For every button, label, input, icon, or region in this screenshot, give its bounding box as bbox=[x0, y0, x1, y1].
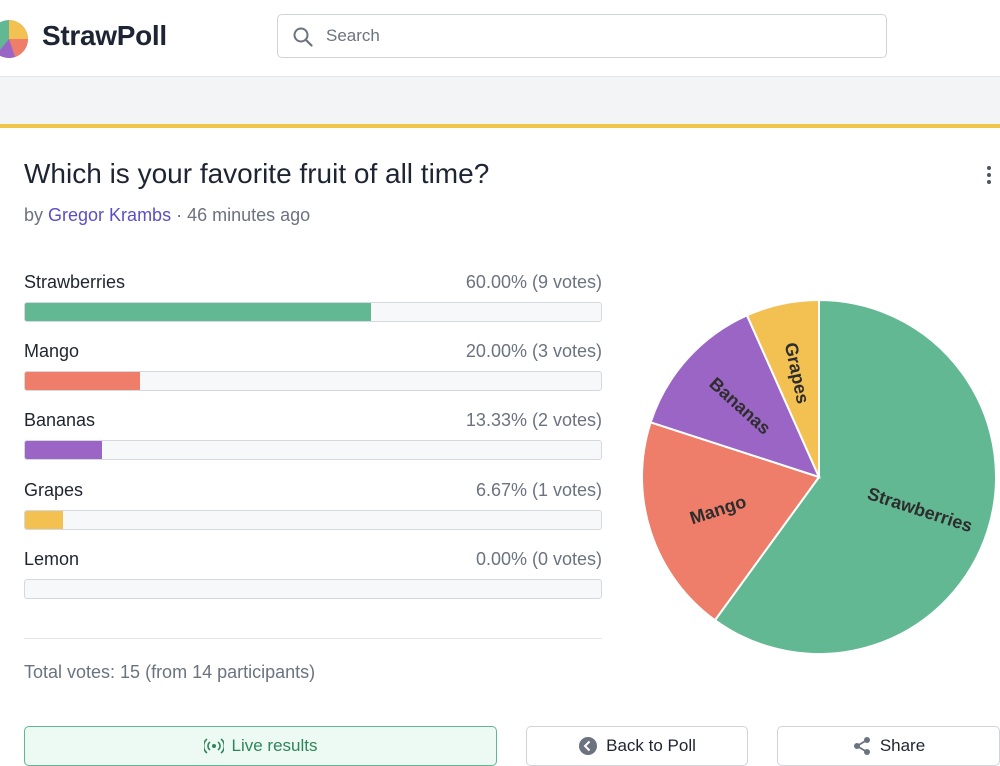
pie-slice-mango[interactable] bbox=[641, 421, 821, 622]
option-progress-track bbox=[24, 510, 602, 530]
share-button[interactable]: Share bbox=[777, 726, 1000, 766]
broadcast-icon bbox=[203, 738, 224, 754]
search-input[interactable] bbox=[326, 15, 866, 57]
share-label: Share bbox=[879, 736, 926, 755]
option-progress-track bbox=[24, 440, 602, 460]
back-to-poll-button[interactable]: Back to Poll bbox=[526, 726, 748, 766]
logo-pie-icon bbox=[0, 20, 28, 58]
live-results-label: Live results bbox=[231, 736, 318, 755]
byline-separator: · bbox=[176, 205, 183, 225]
option-result: 20.00% (3 votes) bbox=[465, 341, 602, 361]
option-result: 0.00% (0 votes) bbox=[475, 549, 602, 569]
option-name: Mango bbox=[24, 341, 80, 361]
pie-slice-grapes[interactable] bbox=[745, 298, 820, 478]
option-progress-track bbox=[24, 302, 602, 322]
pie-slice-bananas[interactable] bbox=[649, 313, 821, 479]
option-progress-fill bbox=[25, 372, 141, 390]
option-progress-fill bbox=[25, 511, 64, 529]
option-progress-track bbox=[24, 579, 602, 599]
live-results-button[interactable]: Live results bbox=[24, 726, 497, 766]
arrow-left-circle-icon bbox=[579, 737, 598, 755]
search-box bbox=[277, 14, 887, 58]
option-name: Lemon bbox=[24, 549, 80, 569]
poll-byline: by Gregor Krambs · 46 minutes ago bbox=[24, 205, 310, 226]
option-progress-fill bbox=[25, 303, 371, 321]
option-result: 13.33% (2 votes) bbox=[465, 410, 602, 430]
option-name: Bananas bbox=[24, 410, 96, 430]
app-name: StrawPoll bbox=[42, 20, 167, 51]
option-name: Strawberries bbox=[24, 272, 126, 292]
option-progress-fill bbox=[25, 441, 102, 459]
search-icon bbox=[293, 27, 313, 47]
share-icon bbox=[853, 737, 870, 755]
option-result: 60.00% (9 votes) bbox=[465, 272, 602, 292]
author-link[interactable]: Gregor Krambs bbox=[48, 205, 172, 225]
total-votes: Total votes: 15 (from 14 participants) bbox=[24, 662, 316, 682]
top-header: StrawPoll bbox=[0, 0, 1000, 77]
option-result: 6.67% (1 votes) bbox=[475, 480, 602, 500]
accent-stripe bbox=[0, 124, 1000, 128]
subheader-band bbox=[0, 77, 1000, 124]
back-to-poll-label: Back to Poll bbox=[606, 736, 696, 755]
poll-time-ago: 46 minutes ago bbox=[187, 205, 311, 225]
pie-slice-strawberries[interactable] bbox=[713, 298, 997, 655]
option-name: Grapes bbox=[24, 480, 84, 500]
more-vertical-icon[interactable] bbox=[980, 166, 998, 190]
results-divider bbox=[24, 638, 602, 639]
poll-title: Which is your favorite fruit of all time… bbox=[24, 158, 490, 189]
option-progress-track bbox=[24, 371, 602, 391]
byline-prefix: by bbox=[24, 205, 44, 225]
